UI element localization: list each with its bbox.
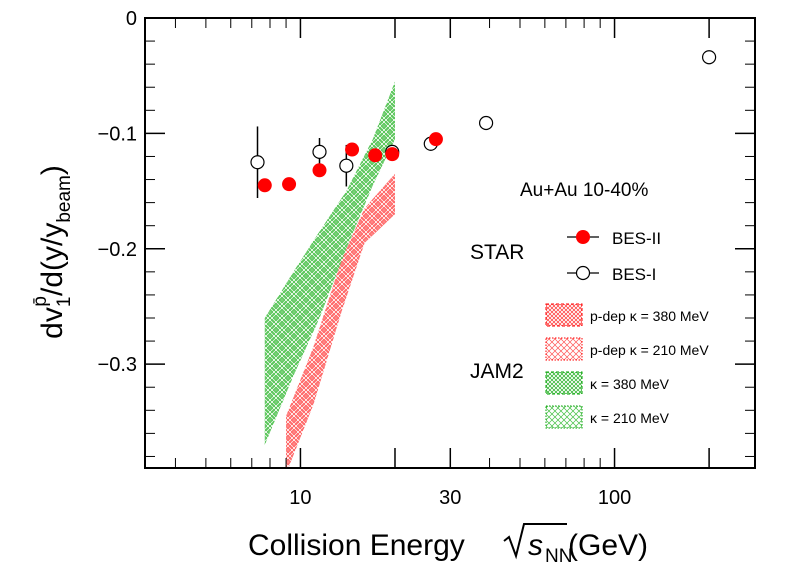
y-label-mid: /d(y/y [36,223,69,296]
bes-i-point [250,155,265,170]
y-axis-label: dv1p̄/d(y/ybeam) [30,165,75,339]
band-1 [286,173,395,468]
x-label-sub: NN [545,546,572,567]
svg-text:NN: NN [545,546,572,567]
svg-text:s: s [528,529,543,562]
data-points [250,50,717,198]
legend-label: κ = 380 MeV [590,376,670,392]
x-tick-label: 10 [289,487,311,509]
jam2-label: JAM2 [470,360,524,383]
y-label-main: dv [36,307,69,339]
x-axis-label: Collision Energy s NN (GeV) [248,523,648,567]
legend-item-pdep-210: p-dep κ = 210 MeV [545,337,709,361]
bes-i-point [312,144,327,159]
y-label-sup: p̄ [30,296,51,307]
plot-frame [144,17,756,469]
y-label-sub: 1 [54,297,75,308]
y-tick-label: 0 [126,8,137,30]
sqrt-icon [503,523,567,560]
legend: BES-II BES-I p-dep κ = 380 MeV p-dep κ =… [545,229,709,429]
axes: 0 −0.1 −0.2 −0.3 10 30 100 [98,8,755,509]
system-label: Au+Au 10-40% [520,180,648,201]
model-bands [264,81,395,468]
legend-item-k-210: κ = 210 MeV [545,405,670,429]
bes-ii-point [345,142,360,157]
bes-ii-point [385,147,400,162]
bes-ii-point [257,178,272,193]
legend-label: BES-I [612,265,656,284]
y-tick-label: −0.2 [98,239,137,261]
legend-label: p-dep κ = 380 MeV [590,308,709,324]
bes-i-point [339,158,354,173]
bes-ii-point [312,163,327,178]
legend-item-pdep-380: p-dep κ = 380 MeV [545,303,709,327]
y-tick-label: −0.1 [98,123,137,145]
y-label-sub2: beam [54,175,75,223]
legend-marker-open-circle [575,265,591,281]
y-label-tail: ) [36,165,69,175]
legend-label: κ = 210 MeV [590,410,670,426]
legend-item-k-380: κ = 380 MeV [545,371,670,395]
legend-item-bes-ii: BES-II [567,229,661,248]
x-label-main: Collision Energy [248,529,465,562]
star-label: STAR [470,241,524,264]
bes-ii-point [368,148,383,163]
x-tick-label: 100 [598,487,631,509]
band-3 [264,81,395,445]
svg-text:(GeV): (GeV) [568,529,648,562]
bes-i-point [478,115,494,131]
x-label-tail: (GeV) [568,529,648,562]
legend-label: BES-II [612,229,661,248]
bes-ii-point [428,132,443,147]
bes-i-point [702,50,717,65]
x-tick-label: 30 [439,487,461,509]
legend-item-bes-i: BES-I [567,265,656,284]
legend-marker-filled-circle [576,230,590,244]
legend-label: p-dep κ = 210 MeV [590,342,709,358]
y-tick-label: −0.3 [98,354,137,376]
bes-ii-point [282,177,297,192]
svg-text:Collision Energy: Collision Energy [248,529,465,562]
